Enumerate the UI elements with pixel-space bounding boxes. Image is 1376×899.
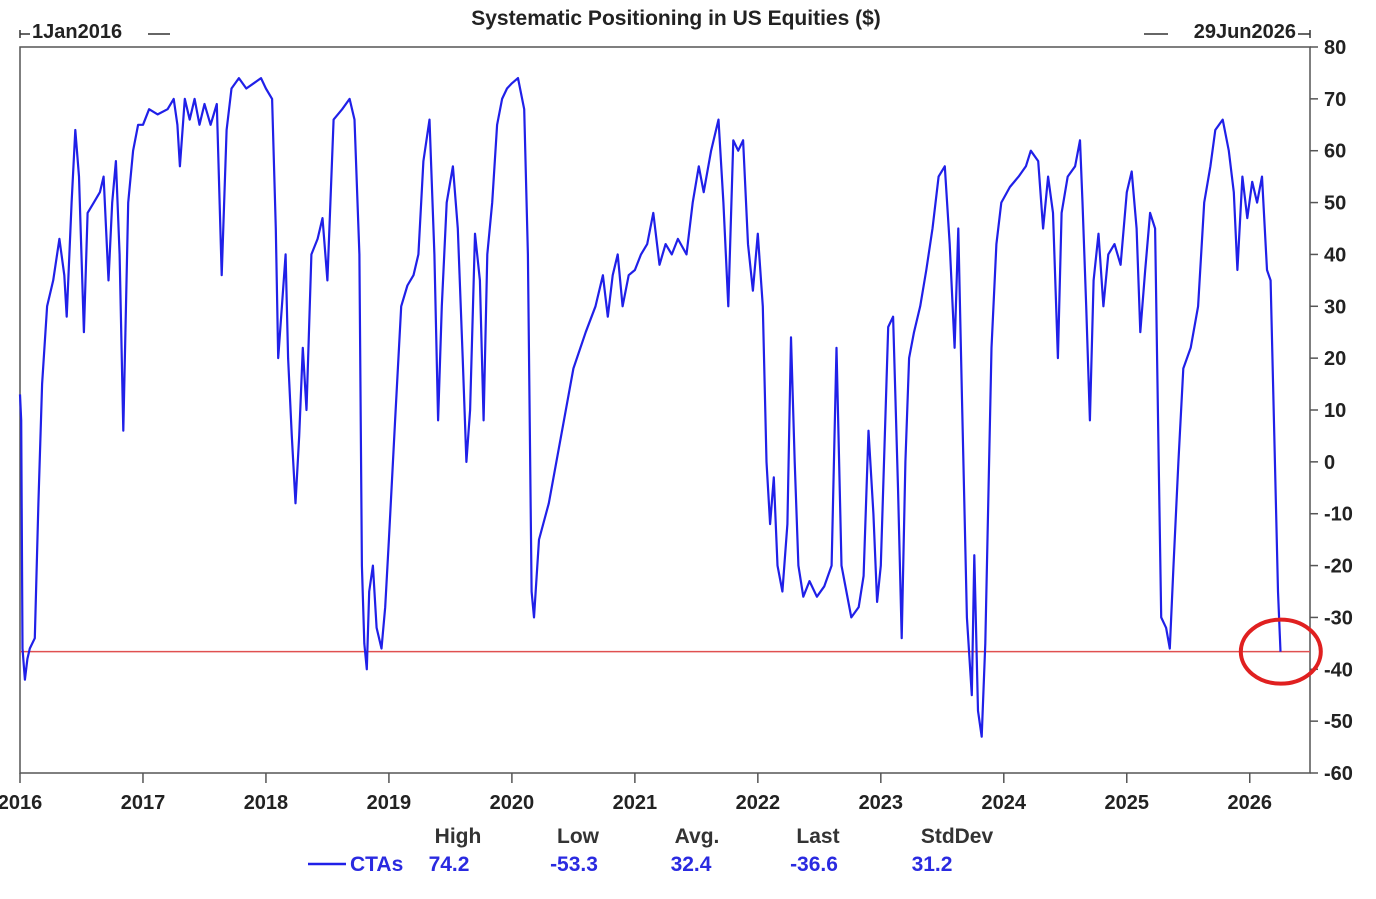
stat-value-last: -36.6 [790, 853, 838, 876]
y-tick-label: -50 [1324, 711, 1353, 733]
y-tick-label: 10 [1324, 400, 1346, 422]
legend-label: CTAs [350, 853, 403, 876]
x-tick-label: 2018 [244, 792, 289, 814]
plot-frame [19, 46, 1311, 774]
highlight-layer [1238, 617, 1323, 686]
range-end-marker: 29Jun2026 [1144, 21, 1311, 43]
stat-header-avg: Avg. [675, 825, 720, 848]
x-tick-label: 2024 [982, 792, 1027, 814]
stat-header-high: High [435, 825, 482, 848]
y-tick-label: 80 [1324, 37, 1346, 59]
y-tick-label: -40 [1324, 659, 1353, 681]
stat-value-high: 74.2 [429, 853, 470, 876]
y-tick-label: 70 [1324, 89, 1346, 111]
x-axis: 2016 2017 2018 2019 2020 2021 2022 2023 2024 2025… [0, 773, 1272, 814]
y-tick-label: 40 [1324, 244, 1346, 266]
y-tick-label: 20 [1324, 348, 1346, 370]
x-tick-label: 2019 [367, 792, 412, 814]
x-tick-label: 2017 [121, 792, 166, 814]
x-tick-label: 2022 [736, 792, 781, 814]
stat-header-stddev: StdDev [921, 825, 994, 848]
x-tick-label: 2021 [613, 792, 658, 814]
stat-header-last: Last [796, 825, 839, 848]
series-layer [18, 77, 1282, 738]
x-tick-label: 2020 [490, 792, 535, 814]
y-tick-label: 60 [1324, 141, 1346, 163]
y-tick-label: -20 [1324, 556, 1353, 578]
stat-value-low: -53.3 [550, 853, 598, 876]
y-tick-label: 30 [1324, 296, 1346, 318]
y-tick-label: 50 [1324, 193, 1346, 215]
x-tick-label: 2023 [859, 792, 904, 814]
y-tick-label: -10 [1324, 504, 1353, 526]
series-line-ctas [18, 77, 1282, 738]
stat-value-avg: 32.4 [671, 853, 712, 876]
stat-header-low: Low [557, 825, 600, 848]
y-tick-label: -60 [1324, 763, 1353, 785]
range-end-label: 29Jun2026 [1194, 21, 1296, 43]
x-tick-label: 2016 [0, 792, 42, 814]
chart-title: Systematic Positioning in US Equities ($… [471, 7, 881, 30]
y-tick-label: -30 [1324, 607, 1353, 629]
y-axis: 80 70 60 50 40 30 20 10 0 -10 -20 -30 -40 -50 -60 [1310, 37, 1353, 785]
range-start-marker: 1Jan2016 [19, 21, 170, 43]
x-tick-label: 2026 [1227, 792, 1272, 814]
range-start-label: 1Jan2016 [32, 21, 122, 43]
stats-table: High Low Avg. Last StdDev CTAs 74.2 -53.… [308, 825, 993, 876]
stat-value-stddev: 31.2 [912, 853, 953, 876]
highlight-circle [1238, 617, 1323, 686]
y-tick-label: 0 [1324, 452, 1335, 474]
x-tick-label: 2025 [1105, 792, 1150, 814]
